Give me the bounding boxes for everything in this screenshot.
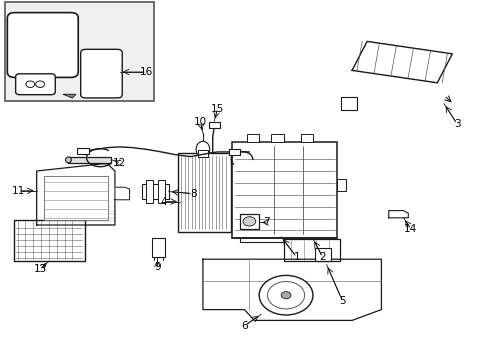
Circle shape (281, 292, 290, 299)
Text: 8: 8 (189, 189, 196, 199)
FancyBboxPatch shape (81, 49, 122, 98)
Bar (198, 150, 207, 157)
Bar (14, 220, 84, 261)
FancyBboxPatch shape (7, 13, 78, 77)
Circle shape (243, 217, 255, 226)
Circle shape (36, 81, 44, 87)
Bar (151, 238, 165, 257)
Bar (209, 122, 220, 128)
Bar (232, 142, 337, 238)
FancyBboxPatch shape (16, 74, 55, 95)
Text: 4: 4 (160, 197, 167, 207)
Text: 7: 7 (263, 217, 269, 228)
Bar (246, 134, 259, 142)
Text: 11: 11 (12, 186, 25, 196)
Polygon shape (115, 187, 129, 200)
Text: 9: 9 (154, 262, 161, 272)
Text: 12: 12 (113, 158, 126, 168)
Text: 6: 6 (241, 321, 247, 331)
Bar (68, 157, 111, 163)
Ellipse shape (65, 157, 71, 163)
Bar (44, 176, 107, 220)
Bar (178, 153, 231, 232)
Text: 1: 1 (293, 252, 300, 262)
Bar (315, 248, 330, 261)
Bar (300, 134, 312, 142)
Ellipse shape (196, 141, 209, 158)
Bar (145, 180, 153, 203)
Text: 10: 10 (194, 117, 206, 127)
Polygon shape (203, 259, 381, 320)
Text: 16: 16 (140, 67, 153, 77)
Text: 13: 13 (33, 264, 47, 274)
Polygon shape (351, 41, 451, 83)
Bar (341, 97, 356, 110)
Text: 5: 5 (338, 296, 345, 306)
Polygon shape (63, 94, 76, 98)
Text: 14: 14 (403, 224, 417, 234)
Polygon shape (388, 211, 407, 218)
Text: 3: 3 (453, 119, 460, 129)
Bar (158, 180, 165, 203)
Polygon shape (37, 164, 115, 225)
Bar (142, 184, 168, 199)
Circle shape (267, 282, 304, 309)
Bar (228, 149, 239, 155)
Bar (77, 148, 89, 154)
Bar (271, 134, 283, 142)
Bar (337, 179, 346, 191)
Bar (283, 239, 339, 261)
Circle shape (26, 81, 35, 87)
Bar (239, 214, 259, 229)
Circle shape (259, 275, 312, 315)
Bar (5, 2, 154, 101)
Text: 15: 15 (210, 104, 224, 114)
Text: 2: 2 (319, 252, 325, 262)
